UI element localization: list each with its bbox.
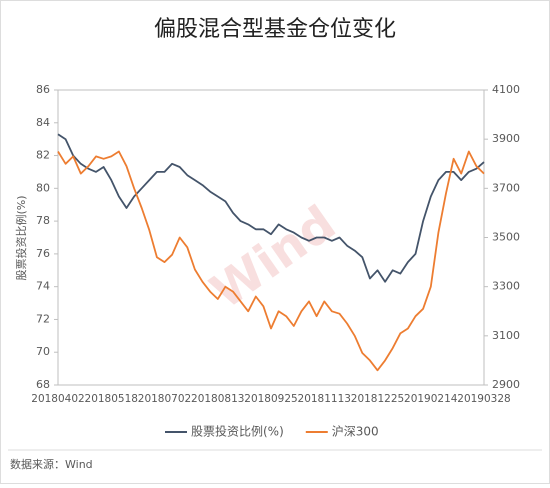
series-line	[57, 150, 485, 372]
y-tick-label: 82	[36, 149, 50, 162]
y-tick-label: 70	[36, 345, 50, 358]
x-tick-label: 20180402	[31, 393, 84, 405]
series-line	[57, 133, 485, 283]
y2-tick-label: 3700	[492, 181, 520, 194]
y2-tick-label: 3500	[492, 231, 520, 244]
y2-tick-label: 3900	[492, 132, 520, 145]
y-tick-label: 78	[36, 214, 50, 227]
x-tick-label: 20190214	[404, 393, 458, 405]
y-tick-label: 72	[36, 312, 50, 325]
x-tick-label: 20180925	[244, 393, 297, 405]
y-tick-label: 74	[36, 280, 50, 293]
x-tick-label: 20181113	[298, 393, 351, 405]
y-axis-label: 股票投资比例(%)	[14, 195, 28, 280]
legend-label: 沪深300	[332, 425, 379, 439]
y-tick-label: 68	[36, 378, 50, 391]
x-tick-label: 20180518	[85, 393, 138, 405]
x-tick-label: 20180702	[138, 393, 191, 405]
y2-tick-label: 3300	[492, 280, 520, 293]
x-tick-label: 20181225	[351, 393, 404, 405]
y-tick-label: 76	[36, 247, 50, 260]
y2-tick-label: 2900	[492, 378, 520, 391]
y2-tick-label: 3100	[492, 329, 520, 342]
source: 数据来源：Wind	[10, 457, 93, 471]
y-tick-label: 84	[36, 116, 50, 129]
y-tick-label: 80	[36, 181, 50, 194]
legend-label: 股票投资比例(%)	[191, 424, 284, 439]
x-tick-label: 20180813	[191, 393, 244, 405]
chart-title: 偏股混合型基金仓位变化	[154, 17, 396, 42]
y2-tick-label: 4100	[492, 83, 520, 96]
x-tick-label: 20190328	[457, 393, 510, 405]
y-tick-label: 86	[36, 83, 50, 96]
